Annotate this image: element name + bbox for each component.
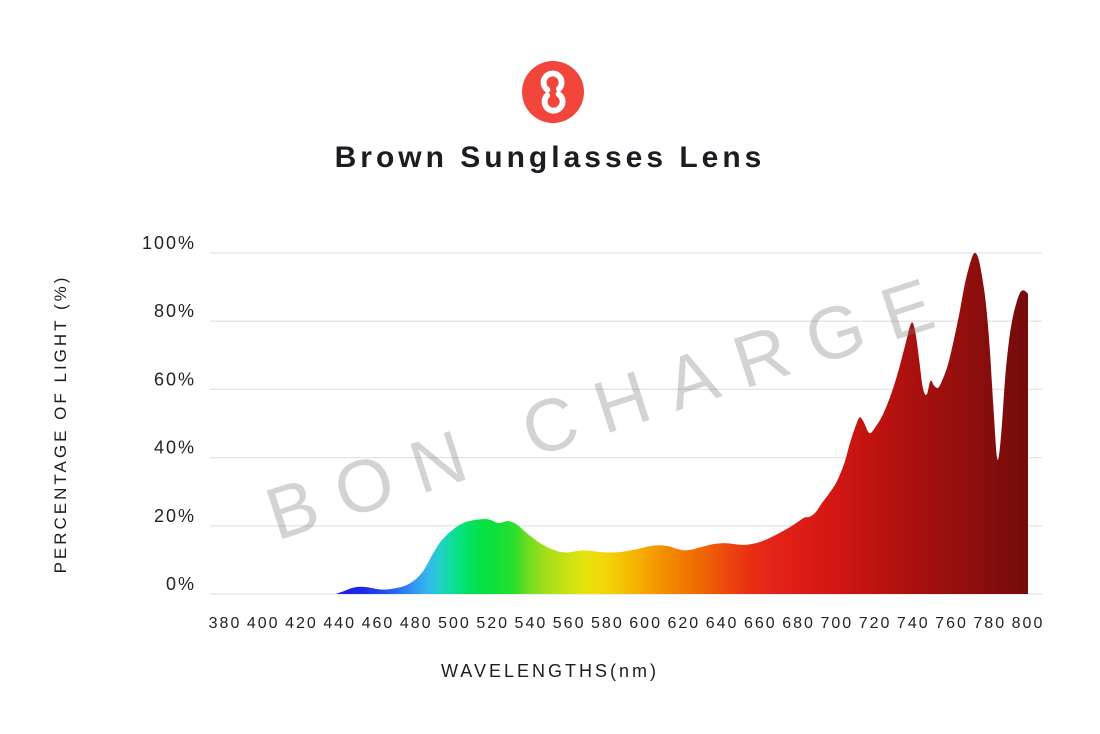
- y-tick-label: 20%: [154, 506, 196, 526]
- logo-glyph-top-loop: [540, 70, 565, 93]
- logo-glyph-bottom-loop: [541, 91, 566, 114]
- y-tick-label: 0%: [166, 574, 196, 594]
- spectrum-area: [335, 252, 1028, 594]
- x-tick-label: 680: [782, 615, 815, 632]
- x-tick-label: 740: [897, 615, 930, 632]
- x-tick-labels: 380 400 420 440 460 480 500 520 540 560 580 600 620 6…: [209, 615, 1045, 632]
- x-tick-label: 660: [744, 615, 777, 632]
- x-tick-label: 540: [515, 615, 548, 632]
- x-tick-label: 520: [476, 615, 509, 632]
- x-tick-label: 500: [438, 615, 471, 632]
- x-tick-label: 380: [209, 615, 242, 632]
- x-tick-label: 700: [820, 615, 853, 632]
- y-tick-labels: 0% 20% 40% 60% 80% 100%: [142, 233, 196, 594]
- x-tick-label: 640: [706, 615, 739, 632]
- x-tick-label: 480: [400, 615, 433, 632]
- x-tick-label: 400: [247, 615, 280, 632]
- x-tick-label: 560: [553, 615, 586, 632]
- x-tick-label: 460: [362, 615, 395, 632]
- brand-logo: [522, 61, 584, 123]
- x-tick-label: 800: [1012, 615, 1045, 632]
- y-tick-label: 100%: [142, 233, 196, 253]
- x-axis-label: WAVELENGTHS(nm): [441, 661, 659, 681]
- y-tick-label: 80%: [154, 301, 196, 321]
- logo-circle: [522, 61, 584, 123]
- x-tick-label: 420: [285, 615, 318, 632]
- x-tick-label: 720: [859, 615, 892, 632]
- y-axis-label: PERCENTAGE OF LIGHT (%): [51, 275, 70, 574]
- y-tick-label: 40%: [154, 438, 196, 458]
- x-tick-label: 620: [668, 615, 701, 632]
- x-tick-label: 580: [591, 615, 624, 632]
- x-tick-label: 440: [323, 615, 356, 632]
- x-tick-label: 600: [629, 615, 662, 632]
- x-tick-label: 780: [973, 615, 1006, 632]
- y-tick-label: 60%: [154, 369, 196, 389]
- page-title: Brown Sunglasses Lens: [334, 141, 766, 174]
- x-tick-label: 760: [935, 615, 968, 632]
- logo-8-icon: [522, 61, 584, 123]
